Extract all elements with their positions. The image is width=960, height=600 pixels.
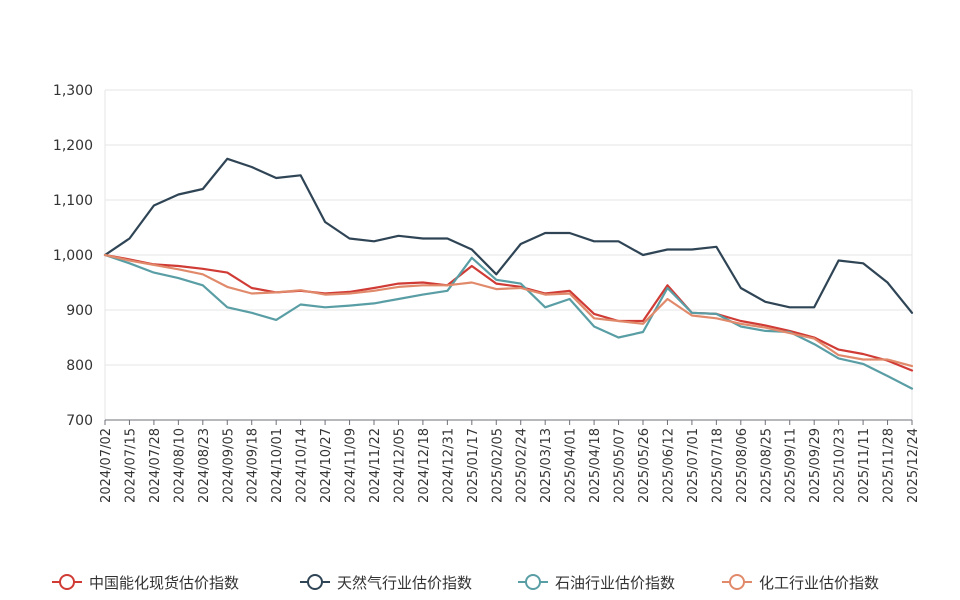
x-tick-label: 2025/06/12 [661,428,676,503]
y-tick-label: 700 [66,413,93,429]
x-tick-label: 2024/12/18 [417,428,432,503]
x-tick-label: 2024/09/05 [221,428,236,503]
y-tick-label: 1,000 [53,248,93,264]
x-tick-label: 2024/12/31 [441,428,456,503]
x-tick-label: 2025/02/05 [490,428,505,503]
x-tick-label: 2024/11/22 [368,428,383,503]
legend[interactable]: 中国能化现货估价指数 天然气行业估价指数 石油行业估价指数 化工行业估价指数 [52,574,879,592]
x-tick-label: 2024/08/10 [172,428,187,503]
x-tick-label: 2024/08/23 [197,428,212,503]
y-tick-label: 1,300 [53,83,93,99]
x-tick-label: 2025/05/26 [637,428,652,503]
x-axis: 2024/07/02 2024/07/15 2024/07/28 2024/08/10… [99,419,921,503]
legend-label: 中国能化现货估价指数 [89,574,239,592]
x-tick-label: 2025/07/18 [710,428,725,503]
y-tick-label: 1,100 [53,193,93,209]
x-tick-label: 2025/10/23 [833,428,848,503]
y-tick-label: 1,200 [53,138,93,154]
x-tick-label: 2025/02/24 [515,428,530,503]
legend-marker-icon [307,574,323,590]
x-tick-label: 2025/11/28 [882,428,897,503]
x-tick-label: 2024/11/09 [344,428,359,503]
legend-marker-icon [59,574,75,590]
grid-lines [104,89,913,421]
x-tick-label: 2025/11/11 [857,428,872,503]
x-tick-label: 2025/08/25 [759,428,774,503]
series-line-0 [103,253,914,372]
x-tick-label: 2024/07/28 [148,428,163,503]
legend-item-3[interactable]: 化工行业估价指数 [722,574,879,592]
x-tick-label: 2025/04/18 [588,428,603,503]
x-tick-label: 2025/03/13 [539,428,554,503]
x-tick-label: 2025/05/07 [613,428,628,503]
series-line-3 [103,253,914,368]
x-tick-label: 2025/07/01 [686,428,701,503]
x-tick-label: 2025/09/11 [784,428,799,503]
x-tick-label: 2024/10/14 [295,428,310,503]
x-tick-label: 2024/10/27 [319,428,334,503]
x-tick-label: 2025/12/24 [906,428,921,503]
legend-label: 石油行业估价指数 [555,574,675,592]
legend-marker-icon [729,574,745,590]
legend-marker-icon [525,574,541,590]
x-tick-label: 2025/01/17 [466,428,481,503]
series-line-1 [103,157,914,314]
x-tick-label: 2024/12/05 [392,428,407,503]
x-tick-label: 2024/10/01 [270,428,285,503]
legend-label: 化工行业估价指数 [759,574,879,592]
y-tick-label: 800 [66,358,93,374]
x-tick-label: 2024/07/02 [99,428,114,503]
x-tick-label: 2025/08/06 [735,428,750,503]
y-axis: 700 800 900 1,000 1,100 1,200 1,300 [53,83,93,429]
x-tick-label: 2025/04/01 [564,428,579,503]
x-tick-label: 2024/07/15 [123,428,138,503]
series-line-2 [103,253,914,390]
y-tick-label: 900 [66,303,93,319]
legend-item-2[interactable]: 石油行业估价指数 [518,574,675,592]
plot-area [103,157,914,390]
x-tick-label: 2025/09/29 [808,428,823,503]
legend-label: 天然气行业估价指数 [337,574,472,592]
legend-item-1[interactable]: 天然气行业估价指数 [300,574,472,592]
legend-item-0[interactable]: 中国能化现货估价指数 [52,574,239,592]
x-tick-label: 2024/09/18 [246,428,261,503]
